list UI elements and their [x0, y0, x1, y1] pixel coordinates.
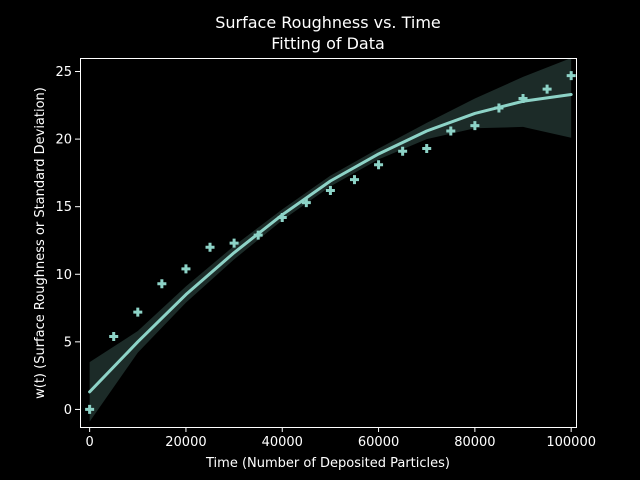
x-axis-label: Time (Number of Deposited Particles)	[205, 456, 450, 471]
x-tick-label: 20000	[165, 435, 206, 450]
data-point	[566, 71, 576, 81]
y-tick-label: 20	[55, 133, 72, 148]
data-point	[85, 404, 95, 414]
data-point	[253, 230, 263, 240]
y-tick-label: 25	[55, 65, 72, 80]
data-point	[325, 185, 335, 195]
y-tick-label: 10	[55, 268, 72, 283]
data-point	[301, 198, 311, 208]
plot-area	[85, 58, 576, 422]
axes-frame	[80, 58, 577, 428]
data-point	[133, 307, 143, 317]
data-point	[229, 238, 239, 248]
data-point	[277, 212, 287, 222]
x-tick-label: 60000	[358, 435, 399, 450]
data-point	[446, 126, 456, 136]
fit-line	[88, 92, 573, 394]
x-tick-label: 100000	[546, 435, 596, 450]
y-tick-label: 15	[55, 200, 72, 215]
y-tick-label: 0	[64, 403, 72, 418]
x-tick-label: 80000	[454, 435, 495, 450]
chart-title-line-1: Surface Roughness vs. Time	[215, 13, 441, 32]
chart-title-line-2: Fitting of Data	[271, 34, 385, 53]
data-point	[518, 94, 528, 104]
data-point	[422, 144, 432, 154]
data-point	[181, 264, 191, 274]
data-point	[205, 242, 215, 252]
y-tick-label: 5	[64, 335, 72, 350]
x-axis: 0 20000 40000 60000 80000 100000	[85, 427, 596, 450]
y-axis-label: w(t) (Surface Roughness or Standard Devi…	[33, 87, 48, 399]
data-point	[157, 279, 167, 289]
data-point	[349, 175, 359, 185]
confidence-band	[89, 58, 572, 422]
data-point	[470, 121, 480, 131]
data-point	[398, 146, 408, 156]
y-axis: 0 5 10 15 20 25	[55, 65, 80, 418]
x-tick-label: 40000	[262, 435, 303, 450]
data-point	[374, 160, 384, 170]
data-point	[542, 84, 552, 94]
x-tick-label: 0	[85, 435, 93, 450]
data-point	[109, 331, 119, 341]
data-point	[494, 103, 504, 113]
